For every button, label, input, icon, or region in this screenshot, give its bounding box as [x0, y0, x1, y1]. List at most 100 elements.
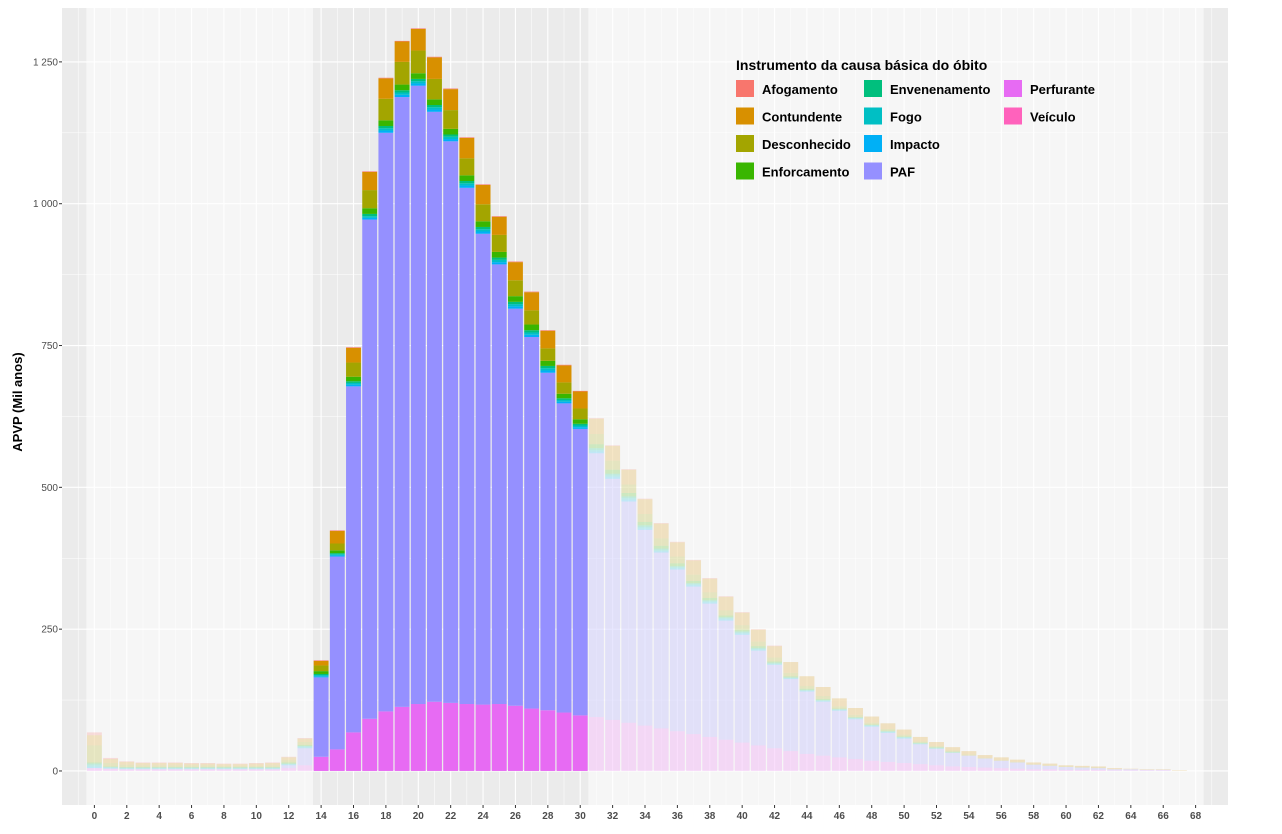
bar-segment-envenenamento: [848, 717, 863, 719]
bar-segment-desconhecido: [556, 382, 572, 394]
bar-segment-envenenamento: [929, 747, 944, 749]
bar-segment-perfurante: [427, 701, 442, 771]
bar-segment-contundente: [410, 28, 426, 51]
bar-segment-contundente: [232, 764, 248, 766]
bar-segment-envenenamento: [459, 181, 475, 184]
bar-segment-paf: [718, 620, 734, 740]
bar-segment-perfurante: [945, 766, 961, 771]
bar-segment-contundente: [572, 391, 588, 409]
bar-segment-impacto: [135, 768, 151, 770]
bar-segment-fogo: [184, 768, 200, 769]
bar-segment-perfurante: [1139, 770, 1155, 771]
bar-segment-perfurante: [1090, 769, 1106, 771]
bar-segment-desconhecido: [184, 765, 200, 767]
bar-segment-desconhecido: [1090, 767, 1106, 769]
bar-segment-desconhecido: [605, 460, 621, 470]
bar-segment-desconhecido: [702, 592, 718, 598]
bar-segment-enforcamento: [864, 724, 880, 726]
bar-segment-contundente: [378, 78, 394, 99]
bar-segment-perfurante: [459, 704, 475, 771]
bar-segment-envenenamento: [864, 725, 880, 726]
bar-segment-enforcamento: [248, 766, 264, 768]
bar-segment-fogo: [491, 259, 507, 263]
bar-segment-paf: [637, 529, 653, 726]
bar-segment-paf: [313, 677, 329, 757]
bar-segment-fogo: [556, 399, 572, 402]
bar-segment-fogo: [896, 737, 912, 739]
bar-segment-contundente: [767, 646, 783, 658]
bar-segment-desconhecido: [410, 50, 426, 74]
bar-segment-impacto: [265, 768, 280, 770]
bar-segment-envenenamento: [718, 617, 734, 619]
bar-segment-impacto: [491, 262, 507, 265]
bar-segment-perfurante: [734, 742, 750, 771]
bar-segment-impacto: [702, 602, 718, 604]
legend-label: Contundente: [762, 110, 842, 125]
bar-segment-impacto: [507, 306, 523, 309]
legend-key-veículo: [1004, 107, 1022, 125]
bar-segment-desconhecido: [167, 765, 183, 767]
bar-segment-enforcamento: [378, 120, 394, 126]
bar-segment-contundente: [945, 747, 961, 751]
x-tick-label: 60: [1060, 811, 1072, 822]
bar-segment-contundente: [1155, 769, 1171, 770]
bar-segment-fogo: [475, 229, 491, 232]
bar-segment-impacto: [750, 650, 766, 651]
bar-segment-afogamento: [669, 541, 685, 543]
bar-segment-contundente: [200, 763, 216, 766]
bar-segment-desconhecido: [281, 760, 297, 763]
legend-label: PAF: [890, 165, 915, 180]
bar-segment-paf: [1107, 769, 1123, 771]
bar-segment-envenenamento: [507, 301, 523, 305]
bar-segment-enforcamento: [216, 766, 232, 768]
x-tick-label: 40: [737, 811, 749, 822]
bar-segment-contundente: [313, 660, 329, 666]
bar-segment-impacto: [216, 768, 232, 770]
bar-segment-fogo: [799, 690, 815, 691]
bar-segment-fogo: [103, 767, 119, 769]
bar-segment-impacto: [669, 568, 685, 570]
x-tick-label: 0: [92, 811, 98, 822]
bar-segment-desconhecido: [329, 543, 345, 551]
bar-segment-fogo: [265, 768, 280, 769]
bar-segment-afogamento: [297, 738, 313, 739]
legend-title: Instrumento da causa básica do óbito: [736, 57, 987, 73]
bar-segment-envenenamento: [362, 213, 378, 217]
bar-segment-fogo: [815, 700, 831, 702]
x-tick-label: 4: [156, 811, 162, 822]
bar-segment-paf: [459, 187, 475, 705]
y-tick-label: 1 250: [33, 57, 58, 68]
bar-segment-paf: [896, 738, 912, 764]
x-tick-label: 46: [834, 811, 846, 822]
x-tick-label: 2: [124, 811, 130, 822]
bar-segment-contundente: [103, 759, 119, 764]
bar-segment-enforcamento: [734, 629, 750, 632]
bar-segment-perfurante: [1123, 770, 1139, 771]
highlight-band: [86, 8, 314, 805]
bar-segment-enforcamento: [265, 766, 280, 768]
bar-segment-desconhecido: [297, 742, 313, 745]
bar-segment-envenenamento: [86, 763, 102, 766]
bar-segment-desconhecido: [831, 706, 847, 709]
bar-segment-perfurante: [718, 739, 734, 771]
bar-segment-paf: [362, 219, 378, 719]
bar-segment-perfurante: [540, 710, 556, 771]
bar-segment-enforcamento: [394, 84, 410, 91]
bar-segment-fogo: [750, 649, 766, 651]
x-tick-label: 26: [510, 811, 522, 822]
bar-segment-desconhecido: [427, 78, 442, 100]
bar-segment-perfurante: [686, 734, 702, 771]
bar-segment-envenenamento: [621, 496, 637, 499]
bar-segment-desconhecido: [718, 610, 734, 616]
bar-segment-contundente: [912, 736, 928, 742]
x-tick-label: 54: [963, 811, 975, 822]
bar-segment-contundente: [588, 418, 604, 435]
bar-segment-contundente: [216, 764, 232, 766]
bar-segment-envenenamento: [329, 553, 345, 555]
bar-segment-perfurante: [346, 732, 361, 771]
bar-segment-paf: [556, 403, 572, 713]
bar-segment-impacto: [572, 427, 588, 429]
bar-segment-envenenamento: [265, 767, 280, 769]
bar-segment-perfurante: [281, 768, 297, 771]
